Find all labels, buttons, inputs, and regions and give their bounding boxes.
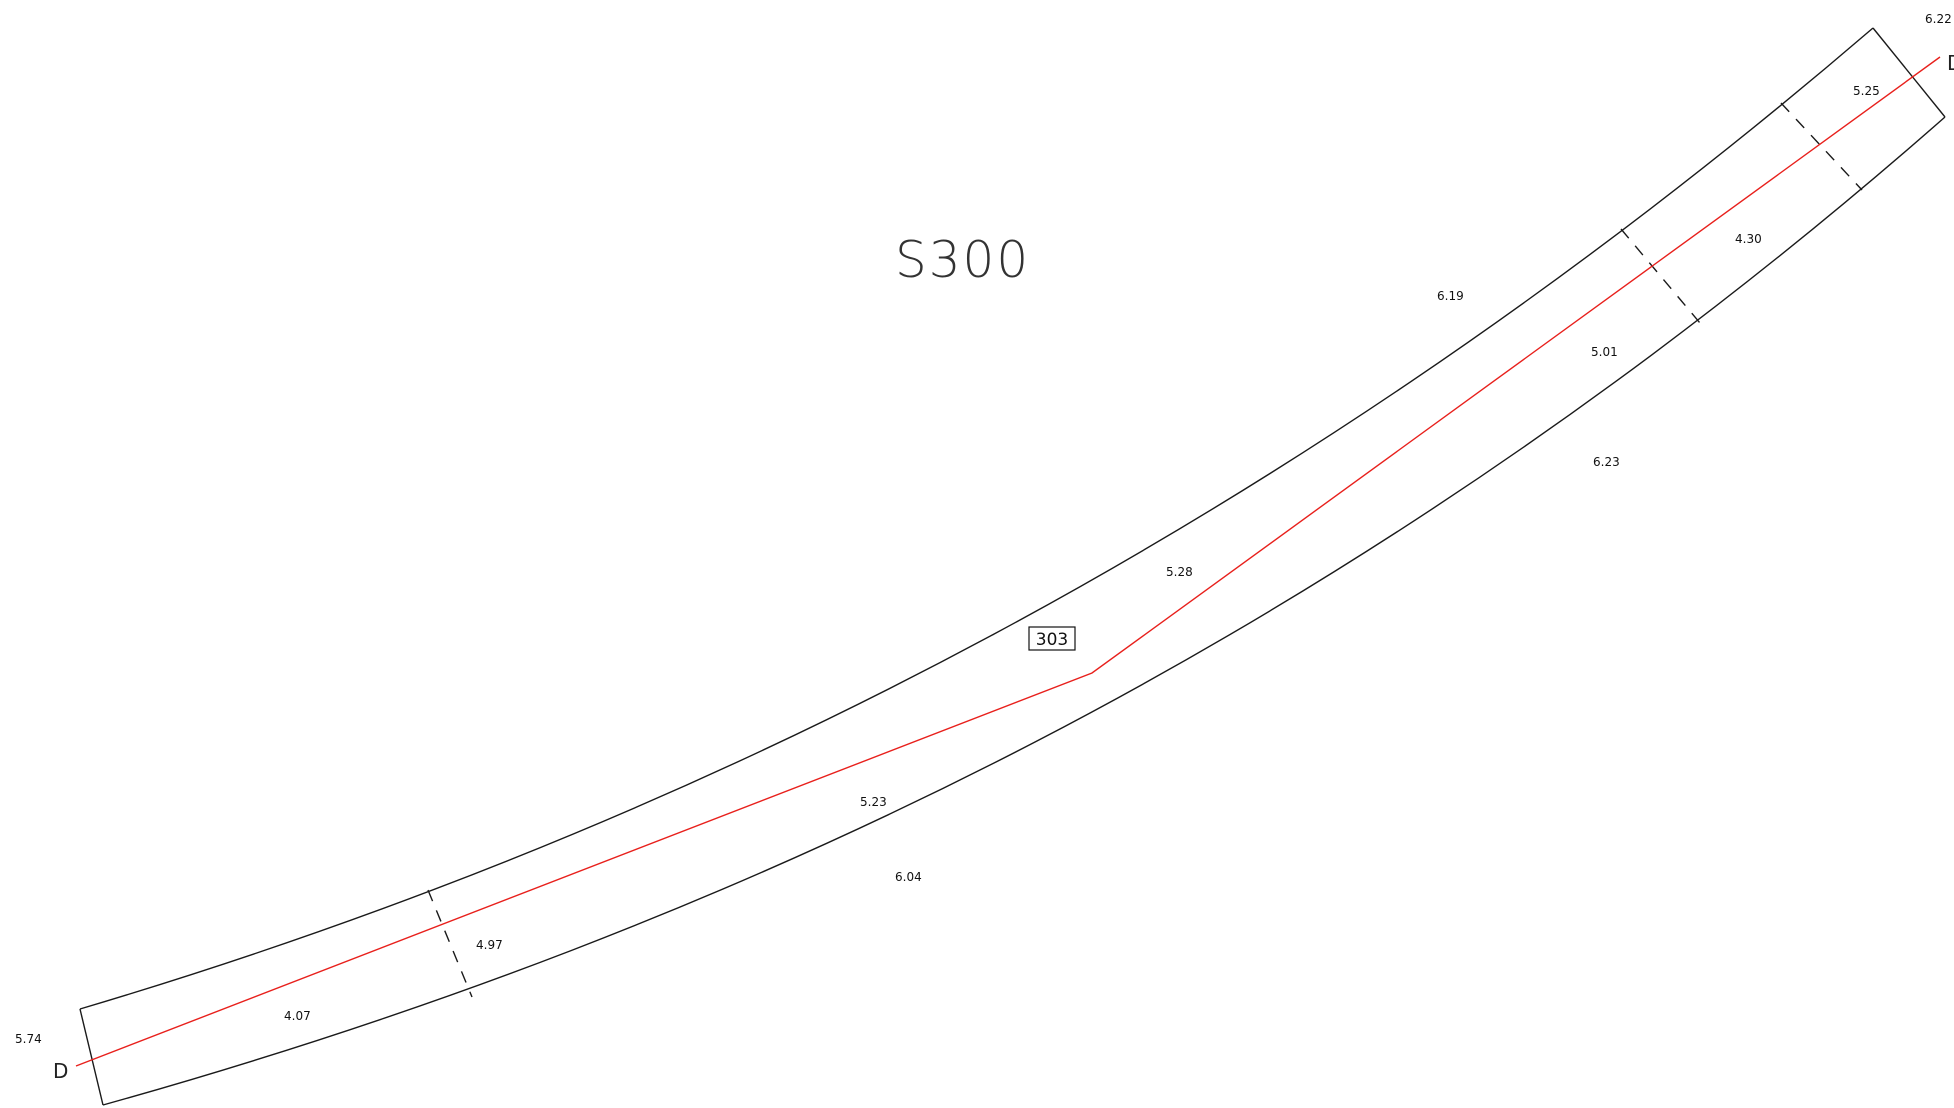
section-divider-right	[1780, 102, 1863, 191]
dim-outer-bottom-lower: 6.04	[895, 870, 922, 884]
dim-end-width-right: 6.22	[1925, 12, 1952, 26]
dim-center-seg-3: 5.23	[860, 795, 887, 809]
section-divider-mid	[1620, 228, 1701, 324]
band-end-left	[79, 1008, 104, 1106]
sheet-label: S300	[895, 231, 1030, 289]
segment-tag: 303	[1036, 630, 1068, 650]
dim-outer-bottom-upper: 6.23	[1593, 455, 1620, 469]
section-divider-left	[427, 889, 473, 998]
dim-center-seg-6: 4.30	[1735, 232, 1762, 246]
band-top-edge	[79, 27, 1874, 1010]
dim-center-seg-2: 4.97	[476, 938, 503, 952]
band-end-right	[1872, 27, 1946, 118]
section-mark-start: D	[53, 1059, 68, 1083]
dim-outer-top: 6.19	[1437, 289, 1464, 303]
dim-center-seg-4: 5.28	[1166, 565, 1193, 579]
dim-center-seg-5: 5.01	[1591, 345, 1618, 359]
section-mark-end: D	[1947, 51, 1954, 75]
segment-tag-box	[1028, 626, 1076, 651]
alignment-centerline	[75, 56, 1941, 1067]
band-bottom-edge	[102, 116, 1946, 1106]
dim-end-width-left: 5.74	[15, 1032, 42, 1046]
dim-center-seg-1: 4.07	[284, 1009, 311, 1023]
dim-center-seg-7: 5.25	[1853, 84, 1880, 98]
